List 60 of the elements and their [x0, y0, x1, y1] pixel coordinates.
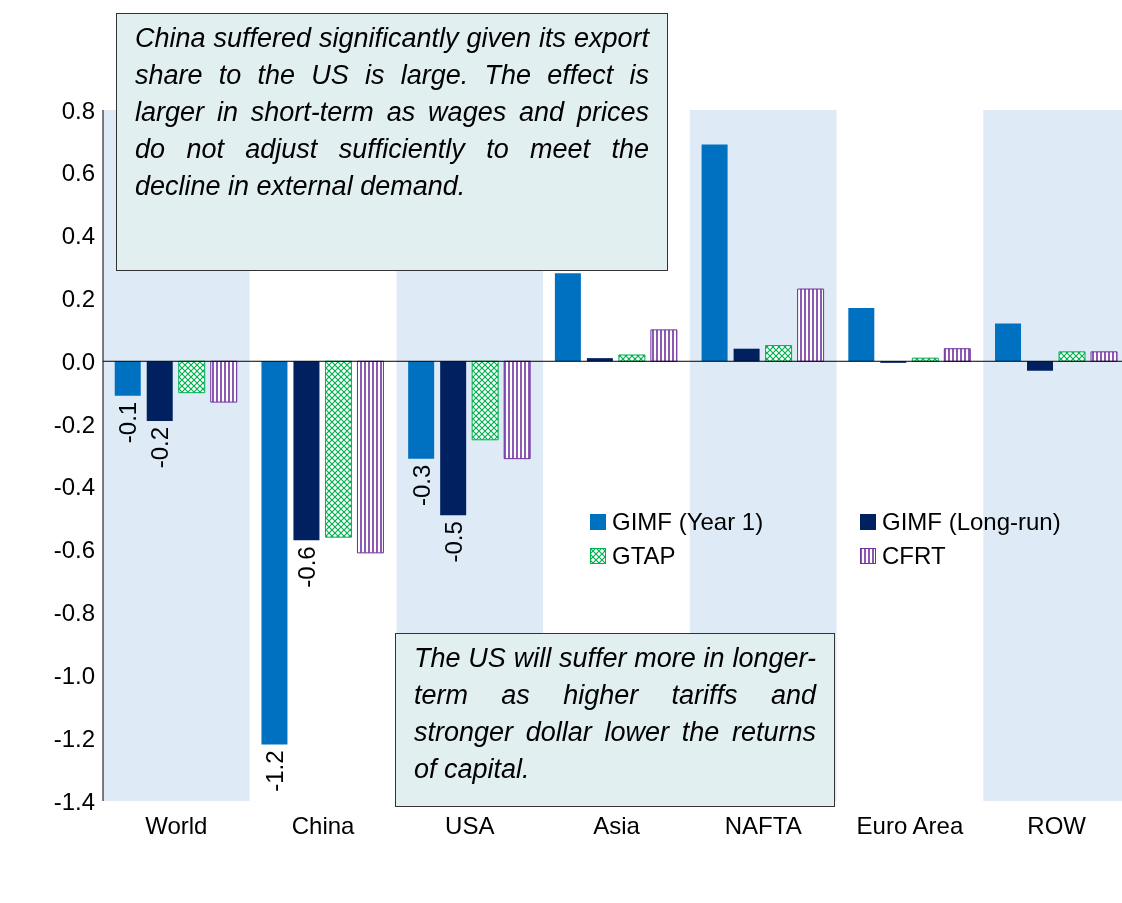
data-label: -0.1 — [114, 401, 142, 444]
y-tick-label: -1.2 — [53, 724, 95, 752]
bar — [1058, 351, 1086, 362]
bar — [440, 361, 467, 516]
bar — [408, 361, 435, 459]
bar — [356, 360, 384, 554]
bar — [765, 345, 793, 362]
bar — [210, 360, 238, 403]
data-label: -0.2 — [146, 426, 174, 469]
x-tick-label: USA — [445, 812, 495, 840]
y-tick-label: -0.8 — [53, 599, 95, 627]
bar — [114, 361, 141, 396]
bar — [471, 360, 499, 441]
annotation: China suffered significantly given its export share to the US is large. The effect is larger in short-term as wages and prices do not adjust sufficiently to meet the decline in external demand. — [135, 23, 649, 201]
bar — [324, 360, 352, 538]
bar — [261, 361, 288, 745]
bar — [911, 357, 939, 362]
y-tick-label: -0.4 — [53, 473, 95, 501]
legend-label: GIMF (Long-run) — [882, 508, 1061, 536]
bar — [650, 329, 678, 362]
note-box: The US will suffer more in longer-term as higher tariffs and stronger dollar lower the returns of capital. — [395, 633, 835, 807]
legend-label: GTAP — [612, 542, 676, 570]
legend-label: CFRT — [882, 542, 946, 570]
y-tick-label: 0.4 — [61, 222, 95, 250]
data-label: -0.5 — [439, 521, 467, 563]
x-tick-label: Euro Area — [856, 812, 964, 840]
bar — [943, 348, 971, 362]
bar — [586, 358, 613, 362]
x-tick-label: ROW — [1027, 812, 1087, 840]
bar — [733, 348, 760, 362]
y-tick-label: -1.4 — [53, 787, 95, 815]
x-tick-label: Asia — [593, 812, 641, 840]
data-label: -1.2 — [260, 750, 288, 792]
bar — [618, 354, 646, 362]
x-tick-label: World — [145, 812, 208, 840]
bar — [1090, 351, 1118, 362]
note-box: China suffered significantly given its export share to the US is large. The effect is larger in short-term as wages and prices do not adjust sufficiently to meet the decline in external demand. — [116, 13, 668, 271]
y-tick-label: -1.0 — [53, 661, 95, 689]
legend-label: GIMF (Year 1) — [612, 508, 764, 536]
y-tick-label: -0.2 — [53, 410, 95, 438]
x-tick-label: NAFTA — [724, 812, 802, 840]
y-tick-label: 0.0 — [61, 347, 95, 375]
bar — [995, 323, 1022, 362]
annotation: The US will suffer more in longer-term as higher tariffs and stronger dollar lower the returns of capital. — [414, 643, 816, 784]
bar — [797, 288, 825, 362]
bar — [146, 361, 173, 421]
data-label: -0.3 — [407, 464, 435, 506]
bar — [178, 360, 206, 394]
bar — [554, 273, 581, 362]
bar — [503, 360, 531, 460]
y-tick-label: -0.6 — [53, 536, 95, 564]
y-tick-label: 0.8 — [61, 96, 95, 124]
bar — [293, 361, 320, 541]
bar — [1027, 361, 1054, 371]
y-tick-label: 0.6 — [61, 159, 95, 187]
bar — [848, 307, 875, 362]
bar — [701, 144, 728, 362]
data-label: -0.6 — [292, 546, 320, 588]
y-tick-label: 0.2 — [61, 284, 95, 312]
x-tick-label: China — [291, 812, 356, 840]
